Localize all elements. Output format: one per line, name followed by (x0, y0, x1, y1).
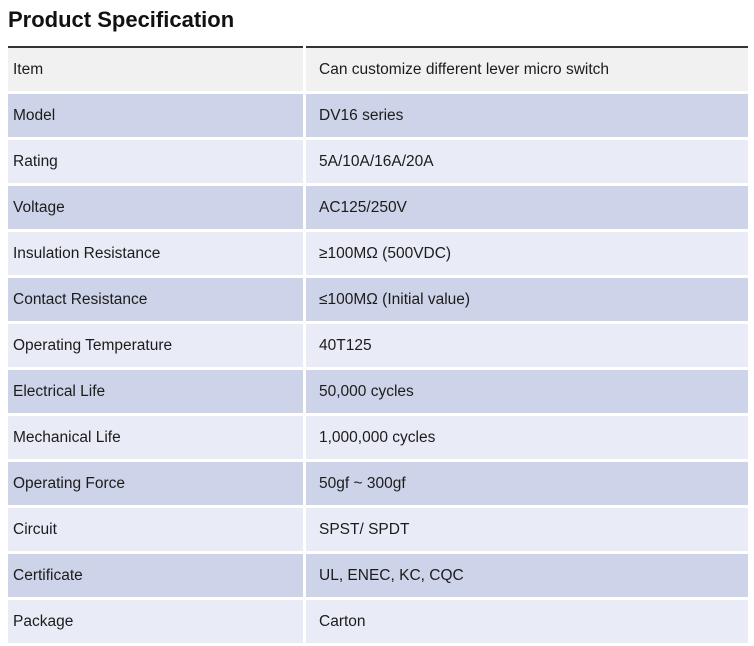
spec-value-cell: 1,000,000 cycles (306, 416, 748, 459)
spec-value-cell: Carton (306, 600, 748, 643)
spec-label-cell: Mechanical Life (8, 416, 303, 459)
spec-label-cell: Electrical Life (8, 370, 303, 413)
table-row: Contact Resistance ≤100MΩ (Initial value… (8, 278, 748, 321)
spec-value-cell: AC125/250V (306, 186, 748, 229)
table-row: Rating 5A/10A/16A/20A (8, 140, 748, 183)
spec-value-cell: Can customize different lever micro swit… (306, 46, 748, 91)
table-row: Model DV16 series (8, 94, 748, 137)
spec-label-cell: Package (8, 600, 303, 643)
spec-label-cell: Operating Force (8, 462, 303, 505)
spec-value-cell: SPST/ SPDT (306, 508, 748, 551)
page-title: Product Specification (8, 7, 235, 32)
table-row: Mechanical Life 1,000,000 cycles (8, 416, 748, 459)
spec-value-cell: ≥100MΩ (500VDC) (306, 232, 748, 275)
spec-value-cell: 50gf ~ 300gf (306, 462, 748, 505)
table-row: Electrical Life 50,000 cycles (8, 370, 748, 413)
spec-value-cell: 40T125 (306, 324, 748, 367)
spec-table: Item Can customize different lever micro… (5, 43, 751, 646)
table-row: Operating Temperature 40T125 (8, 324, 748, 367)
spec-label-cell: Voltage (8, 186, 303, 229)
spec-label-cell: Model (8, 94, 303, 137)
spec-value-cell: 50,000 cycles (306, 370, 748, 413)
table-row: Voltage AC125/250V (8, 186, 748, 229)
table-row: Circuit SPST/ SPDT (8, 508, 748, 551)
spec-label-cell: Insulation Resistance (8, 232, 303, 275)
table-row: Item Can customize different lever micro… (8, 46, 748, 91)
spec-label-cell: Rating (8, 140, 303, 183)
spec-value-cell: UL, ENEC, KC, CQC (306, 554, 748, 597)
spec-label-cell: Item (8, 46, 303, 91)
table-row: Insulation Resistance ≥100MΩ (500VDC) (8, 232, 748, 275)
spec-value-cell: ≤100MΩ (Initial value) (306, 278, 748, 321)
table-row: Operating Force 50gf ~ 300gf (8, 462, 748, 505)
spec-label-cell: Circuit (8, 508, 303, 551)
spec-label-cell: Operating Temperature (8, 324, 303, 367)
spec-value-cell: 5A/10A/16A/20A (306, 140, 748, 183)
spec-value-cell: DV16 series (306, 94, 748, 137)
spec-label-cell: Contact Resistance (8, 278, 303, 321)
table-row: Package Carton (8, 600, 748, 643)
table-row: Certificate UL, ENEC, KC, CQC (8, 554, 748, 597)
spec-label-cell: Certificate (8, 554, 303, 597)
